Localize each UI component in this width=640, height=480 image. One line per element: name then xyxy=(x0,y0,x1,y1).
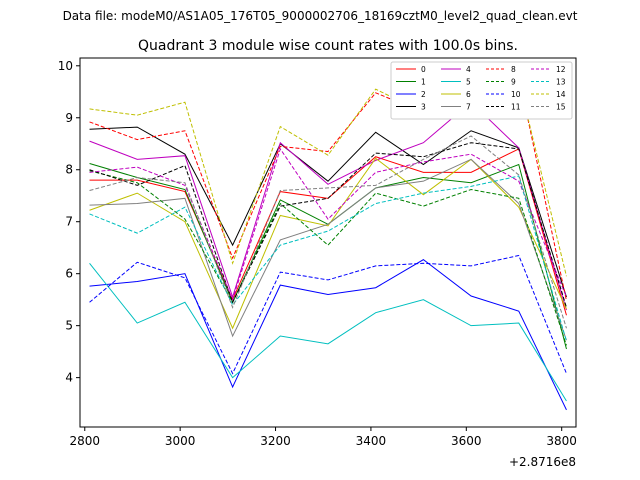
x-tick-label: 3000 xyxy=(165,434,196,448)
y-tick-label: 5 xyxy=(65,319,73,333)
y-tick-label: 7 xyxy=(65,215,73,229)
x-offset-label: +2.8716e8 xyxy=(509,455,576,469)
series-line-2 xyxy=(89,259,567,411)
axes-frame xyxy=(79,57,577,428)
series-line-1 xyxy=(89,163,567,350)
y-tick-label: 9 xyxy=(65,111,73,125)
x-tick-label: 3200 xyxy=(260,434,291,448)
legend-label-3: 3 xyxy=(421,103,426,112)
legend-label-0: 0 xyxy=(421,65,426,74)
series-line-7 xyxy=(89,158,567,341)
legend-label-1: 1 xyxy=(421,78,426,87)
legend-label-14: 14 xyxy=(556,90,566,99)
y-tick-label: 4 xyxy=(65,371,73,385)
series-line-5 xyxy=(89,262,567,402)
series-line-9 xyxy=(89,170,567,346)
legend-label-6: 6 xyxy=(466,90,471,99)
legend-label-4: 4 xyxy=(466,65,471,74)
series-line-11 xyxy=(89,142,567,308)
series-line-8 xyxy=(89,75,567,301)
legend-label-10: 10 xyxy=(511,90,521,99)
series-line-12 xyxy=(89,147,567,302)
x-tick-label: 3600 xyxy=(451,434,482,448)
legend-label-13: 13 xyxy=(556,78,566,87)
plot-area: 2800 3000 3200 3400 3600 380045678910+2.8716e… xyxy=(58,57,577,469)
legend-label-8: 8 xyxy=(511,65,516,74)
y-tick-label: 10 xyxy=(58,59,73,73)
series-line-6 xyxy=(89,157,567,330)
y-tick-label: 8 xyxy=(65,163,73,177)
legend-label-12: 12 xyxy=(556,65,566,74)
series-line-4 xyxy=(89,101,567,311)
figure-suptitle: Data file: modeM0/AS1A05_176T05_90000027… xyxy=(63,9,578,23)
series-line-3 xyxy=(89,126,567,298)
x-tick-label: 3400 xyxy=(356,434,387,448)
legend-label-7: 7 xyxy=(466,103,471,112)
x-tick-label: 3800 xyxy=(546,434,577,448)
legend-label-15: 15 xyxy=(556,103,566,112)
y-tick-label: 6 xyxy=(65,267,73,281)
legend-label-5: 5 xyxy=(466,78,471,87)
x-tick-label: 2800 xyxy=(69,434,100,448)
chart-title: Quadrant 3 module wise count rates with … xyxy=(138,38,518,54)
legend-box xyxy=(390,61,573,120)
legend-label-11: 11 xyxy=(511,103,521,112)
series-line-13 xyxy=(89,175,567,342)
series-line-15 xyxy=(89,135,567,329)
series-line-10 xyxy=(89,254,567,375)
legend-label-2: 2 xyxy=(421,90,426,99)
legend-label-9: 9 xyxy=(511,78,516,87)
